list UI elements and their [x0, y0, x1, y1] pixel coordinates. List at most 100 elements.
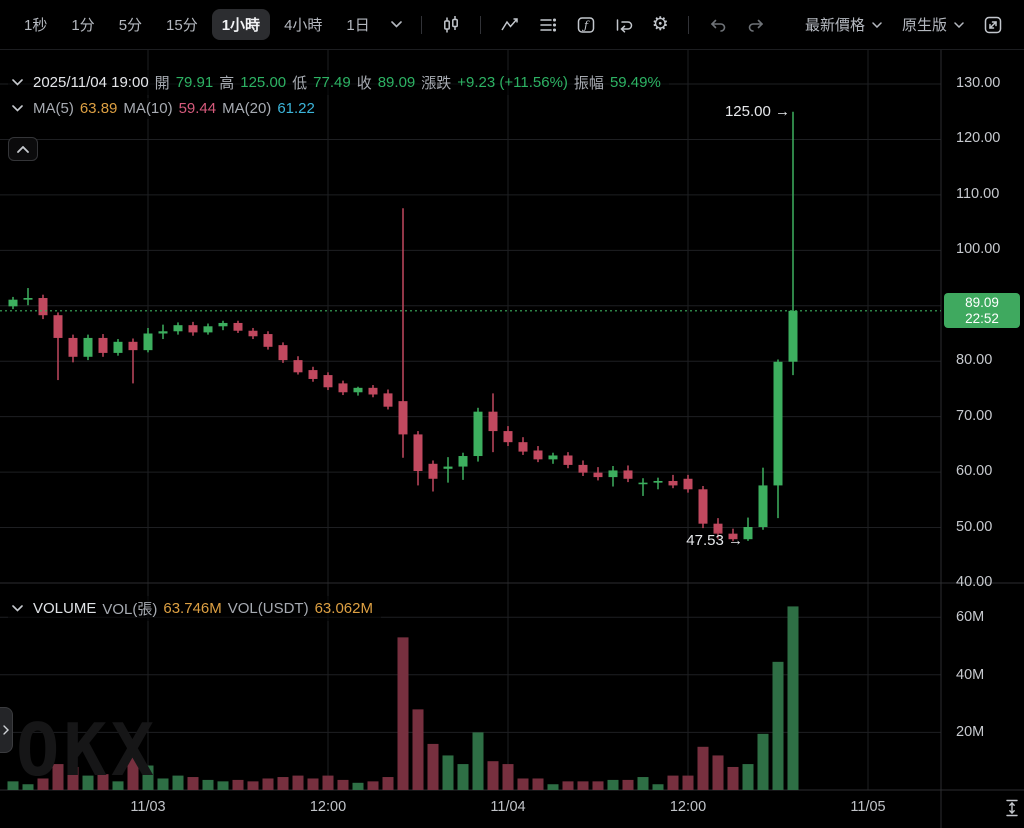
volume-bar: [517, 778, 529, 790]
timeframe-5m[interactable]: 5分: [109, 9, 152, 40]
volume-bar: [142, 765, 154, 790]
vol-label: VOL(張): [102, 601, 158, 618]
chevron-down-icon: [872, 21, 882, 28]
ma-info-row: MA(5) 63.89 MA(10) 59.44 MA(20) 61.22: [8, 98, 323, 119]
time-axis-tick: 12:00: [669, 799, 707, 815]
close-label: 收: [356, 75, 372, 92]
settings-gear-icon[interactable]: ⚙: [645, 11, 676, 38]
volume-bar: [112, 781, 124, 790]
volume-axis-tick: 60M: [956, 609, 985, 626]
collapse-chevron-down-icon[interactable]: [12, 105, 23, 112]
current-price-badge[interactable]: 89.09 22:52: [944, 293, 1020, 329]
candle-body: [773, 361, 783, 486]
timeframe-1s[interactable]: 1秒: [14, 9, 57, 40]
indicators-icon[interactable]: [493, 11, 527, 39]
price-axis-tick: 100.00: [956, 241, 1001, 258]
fullscreen-icon[interactable]: [976, 11, 1010, 39]
candle-body: [308, 370, 318, 379]
volume-bar: [382, 777, 394, 790]
volume-bar: [487, 761, 499, 790]
version-dropdown[interactable]: 原生版: [894, 10, 972, 39]
price-axis-tick: 120.00: [956, 130, 1001, 147]
volume-bar: [472, 732, 484, 790]
candle-body: [758, 485, 768, 528]
candle-body: [38, 298, 48, 316]
volume-title: VOLUME: [33, 600, 97, 617]
volume-bar: [637, 777, 649, 790]
volume-bar: [427, 743, 439, 790]
side-panel-expand-button[interactable]: [0, 707, 13, 753]
timeframe-4h[interactable]: 4小時: [274, 9, 332, 40]
volume-bar: [262, 778, 274, 790]
change-label: 漲跌: [421, 75, 452, 92]
amplitude-value: 59.49%: [609, 74, 661, 91]
pane-collapse-button[interactable]: [8, 137, 38, 161]
collapse-chevron-down-icon[interactable]: [12, 79, 23, 86]
volume-bar: [22, 784, 34, 790]
volume-bar: [652, 784, 664, 790]
candle-body: [83, 337, 93, 357]
candlestick-chart-type-icon[interactable]: [434, 11, 468, 39]
redo-icon[interactable]: [739, 11, 773, 39]
chevron-down-icon: [954, 21, 964, 28]
candle-body: [113, 341, 123, 353]
candle-body: [158, 331, 168, 334]
volume-bar: [52, 764, 64, 790]
chevron-right-icon: [3, 725, 9, 735]
time-axis-tick: 11/05: [850, 799, 886, 815]
candle-body: [353, 387, 363, 393]
volume-bar: [592, 781, 604, 790]
price-axis-tick: 110.00: [956, 185, 1000, 202]
candle-body: [68, 337, 78, 357]
version-label: 原生版: [901, 17, 947, 34]
metrics-list-icon[interactable]: [531, 11, 565, 39]
candle-body: [278, 345, 288, 361]
low-price-annotation: 47.53 →: [686, 532, 743, 549]
price-axis-tick: 50.00: [956, 518, 993, 535]
volume-bar: [622, 779, 634, 790]
ma5-value: 63.89: [79, 100, 118, 117]
axis-scale-button[interactable]: [1000, 796, 1024, 820]
timeframe-more-chevron-down-icon[interactable]: [384, 17, 409, 32]
candle-body: [203, 326, 213, 333]
volume-bar: [367, 781, 379, 790]
replay-icon[interactable]: [607, 11, 641, 39]
undo-icon[interactable]: [701, 11, 735, 39]
formula-icon[interactable]: ƒ: [569, 11, 603, 39]
timeframe-1d[interactable]: 1日: [336, 9, 379, 40]
price-mode-label: 最新價格: [804, 17, 865, 34]
ma20-value: 61.22: [277, 100, 315, 117]
toolbar-separator: [687, 15, 689, 34]
timeframe-1m[interactable]: 1分: [61, 9, 104, 40]
volume-bar: [412, 709, 424, 790]
candle-body: [593, 472, 603, 478]
volume-bar: [292, 775, 304, 790]
candle-body: [53, 315, 63, 338]
volume-bar: [682, 775, 694, 790]
time-axis-tick: 11/03: [130, 799, 166, 815]
ma20-label: MA(20): [222, 100, 272, 117]
volume-bar: [97, 774, 109, 790]
candle-body: [173, 325, 183, 332]
candle-body: [473, 411, 483, 457]
timeframe-15m[interactable]: 15分: [156, 9, 208, 40]
amplitude-label: 振幅: [573, 75, 604, 92]
candle-body: [668, 480, 678, 486]
price-mode-dropdown[interactable]: 最新價格: [797, 10, 890, 39]
ma5-label: MA(5): [33, 100, 74, 117]
price-axis-tick: 40.00: [956, 574, 993, 590]
candle-body: [218, 322, 228, 327]
timeframe-1h[interactable]: 1小時: [211, 9, 271, 40]
candle-body: [263, 334, 273, 347]
volume-bar: [787, 606, 799, 790]
close-value: 89.09: [377, 74, 416, 91]
volume-bar: [772, 661, 784, 790]
volume-bar: [82, 775, 94, 790]
open-label: 開: [154, 75, 170, 92]
change-value: +9.23 (+11.56%): [457, 74, 568, 91]
low-value: 77.49: [313, 74, 351, 91]
candle-body: [638, 482, 648, 485]
collapse-chevron-down-icon[interactable]: [12, 605, 23, 612]
okx-watermark: OKX: [16, 708, 159, 792]
